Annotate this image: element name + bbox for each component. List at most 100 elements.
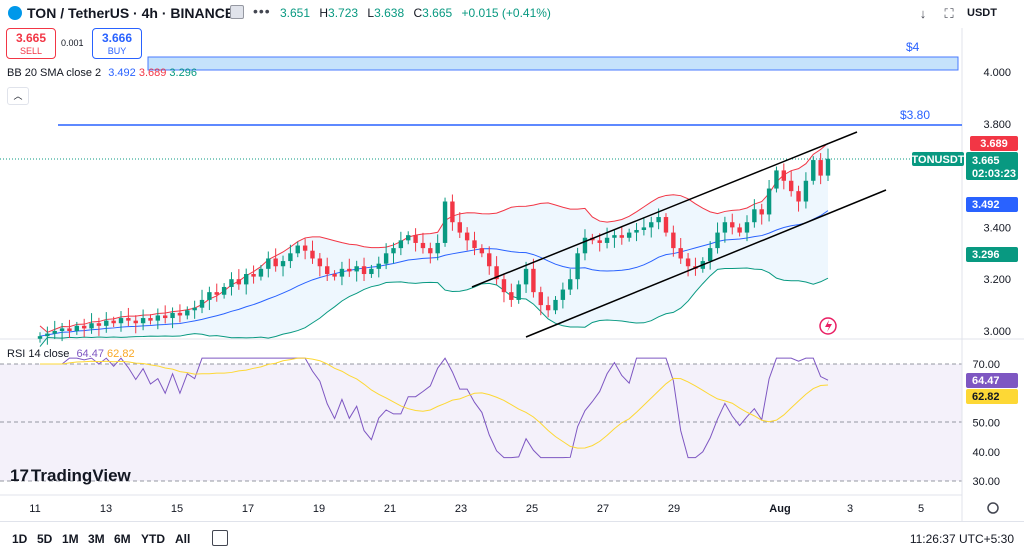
candle-body [626,232,632,238]
candle-body [803,180,809,202]
candle-body [818,160,823,176]
currency-selector[interactable]: USDT [967,7,997,19]
candle-body [104,320,109,326]
candle-body [604,237,610,243]
collapse-legend-button[interactable]: ︿ [7,87,29,105]
candle-body [494,266,499,280]
range-all[interactable]: All [175,532,191,546]
ohlc-open-value: 3.651 [280,6,311,20]
candle-body [730,222,735,228]
candle-body [199,299,205,308]
time-tick-label: 11 [29,503,40,515]
price-chart[interactable]: $4 $3.80 4.0003.8003.6003.4003.2003.000 … [0,0,1024,521]
candle-body [796,191,801,202]
bb-upper-tag [970,136,1018,151]
clock[interactable]: 11:26:37 UTC+5:30 [909,532,1014,546]
sell-button[interactable]: 3.665 SELL [6,28,56,59]
candle-body [737,227,742,233]
rsi-legend[interactable]: RSI 14 close 64.47 62.82 [7,348,135,360]
candle-body [177,312,183,316]
candle-body [619,235,624,238]
bb-basis-line [39,210,829,337]
settings-icon[interactable] [987,502,999,514]
candle-body [759,209,764,215]
candle-body [52,331,57,334]
channel-lower-line[interactable] [525,189,887,338]
symbol-tag [912,152,964,166]
symbol-tag-text: TONUSDT [912,154,965,166]
candle-body [685,258,691,267]
candle-body [523,268,529,285]
candle-body [118,318,124,324]
time-tick-label: 29 [668,503,680,515]
bb-basis-tag-text: 3.492 [972,199,1000,211]
candle-body [435,242,440,254]
range-6m[interactable]: 6M [114,532,131,546]
sell-price: 3.665 [15,31,47,45]
candle-body [509,292,514,300]
candle-body [96,323,102,326]
candle-body [516,284,521,300]
price-tick-label: 4.000 [983,67,1011,79]
channel-upper-line[interactable] [471,131,858,288]
candle-body [45,333,50,337]
candle-body [722,222,728,233]
tradingview-logo-icon: 17 [10,466,29,485]
candle-body [339,268,345,277]
bb-legend-upper: 3.689 [138,67,167,79]
range-1m[interactable]: 1M [62,532,79,546]
hide-legend-icon[interactable] [230,5,244,19]
candle-body [641,227,647,230]
candle-body [774,170,779,189]
candle-body [450,201,455,223]
calendar-icon[interactable] [212,530,228,546]
range-3m[interactable]: 3M [88,532,105,546]
range-5d[interactable]: 5D [37,532,53,546]
time-axis[interactable]: 11 13 15 17 19 21 23 25 27 29 Aug 3 5 [29,503,924,515]
rsi-line [40,357,829,459]
rsi-tag-text: 64.47 [972,375,1000,387]
candle-body [67,328,72,331]
time-tick-label: Aug [769,503,790,515]
price-tick-label: 3.400 [983,222,1011,234]
candle-body [553,299,558,311]
rsi-ma-tag [966,389,1018,404]
bb-legend[interactable]: BB 20 SMA close 2 3.492 3.689 3.296 [7,67,197,79]
sell-label: SELL [19,46,43,56]
fullscreen-icon[interactable]: ⛶ [944,6,954,21]
rsi-ma-tag-text: 62.82 [972,391,1000,403]
tradingview-watermark: 17 TradingView [10,466,131,486]
flash-bolt-icon [825,320,832,332]
candle-body [545,305,551,311]
candle-body [464,232,470,241]
candle-body [155,315,161,321]
candles [37,148,831,345]
candle-body [442,201,448,243]
candle-body [317,258,323,267]
candle-body [649,222,654,228]
candle-body [715,232,720,249]
candle-body [236,279,242,285]
candle-body [126,318,131,321]
download-icon[interactable]: ↓ [919,6,927,21]
range-1d[interactable]: 1D [12,532,28,546]
candle-body [185,310,190,316]
bb-fill [40,143,828,347]
more-icon[interactable]: ••• [253,3,271,19]
symbol-title[interactable]: TON / TetherUS · 4h · BINANCE [27,5,235,21]
flash-icon[interactable] [819,317,837,335]
ohlc-high-value: 3.723 [328,6,359,20]
candle-body [266,258,271,269]
buy-button[interactable]: 3.666 BUY [92,28,142,59]
level-4-zone[interactable] [147,56,959,71]
rsi-tick-label: 30.00 [972,476,1000,488]
candle-body [229,279,234,287]
level-4-label: $4 [906,40,920,54]
candle-body [781,170,787,181]
candle-body [221,286,227,295]
watermark-text: TradingView [30,466,131,485]
ohlc-close-value: 3.665 [422,6,453,20]
candle-body [744,222,750,233]
range-ytd[interactable]: YTD [141,532,165,546]
